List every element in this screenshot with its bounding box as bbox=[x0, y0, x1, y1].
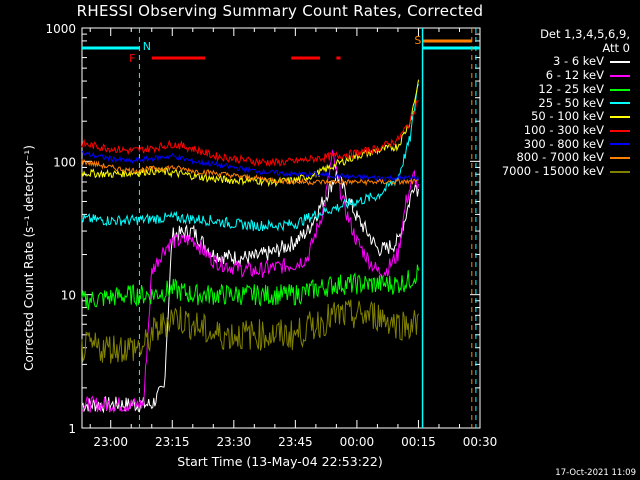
series-line bbox=[81, 148, 419, 414]
y-tick-label: 100 bbox=[53, 155, 76, 169]
series-line bbox=[81, 84, 419, 232]
legend-header-1: Det 1,3,4,5,6,9, bbox=[540, 27, 630, 41]
legend-item: 300 - 800 keV bbox=[502, 136, 630, 152]
legend-item: 12 - 25 keV bbox=[502, 81, 630, 97]
y-tick-label: 10 bbox=[61, 289, 76, 303]
legend-label: 6 - 12 keV bbox=[545, 68, 604, 83]
series-line bbox=[81, 79, 419, 188]
legend-item: 50 - 100 keV bbox=[502, 110, 630, 124]
legend-label: 300 - 800 keV bbox=[523, 136, 604, 151]
flag-s: S bbox=[414, 34, 421, 47]
legend-label: 3 - 6 keV bbox=[553, 54, 604, 69]
flag-n: N bbox=[143, 40, 151, 53]
legend-item: 100 - 300 keV bbox=[502, 122, 630, 138]
plot-frame bbox=[81, 27, 481, 429]
legend-label: 25 - 50 keV bbox=[538, 95, 604, 110]
legend-label: 800 - 7000 keV bbox=[516, 150, 604, 165]
legend-swatch bbox=[610, 61, 630, 64]
legend-swatch bbox=[610, 116, 630, 119]
series-line bbox=[81, 100, 419, 167]
y-axis-label: Corrected Count Rate (s⁻¹ detector⁻¹) bbox=[22, 145, 36, 371]
annotations: NF S bbox=[82, 28, 480, 428]
legend-label: 12 - 25 keV bbox=[538, 81, 604, 96]
legend-label: 50 - 100 keV bbox=[531, 109, 604, 124]
x-tick-label: 00:30 bbox=[463, 435, 498, 449]
legend-header-2: Att 0 bbox=[602, 40, 630, 55]
legend-swatch bbox=[610, 143, 630, 146]
series-line bbox=[81, 158, 419, 187]
legend-item: 25 - 50 keV bbox=[502, 95, 630, 111]
x-tick-label: 23:45 bbox=[278, 435, 313, 449]
legend-swatch bbox=[610, 170, 630, 173]
legend-item: 3 - 6 keV bbox=[502, 55, 630, 69]
legend-item: 800 - 7000 keV bbox=[502, 151, 630, 165]
legend-swatch bbox=[610, 129, 630, 132]
legend-label: 7000 - 15000 keV bbox=[501, 164, 604, 179]
series-line bbox=[81, 170, 419, 414]
x-tick-label: 23:00 bbox=[93, 435, 128, 449]
legend-swatch bbox=[610, 74, 630, 77]
x-tick-label: 00:15 bbox=[401, 435, 436, 449]
chart-title: RHESSI Observing Summary Count Rates, Co… bbox=[76, 2, 484, 20]
legend-swatch bbox=[610, 157, 630, 160]
series-line bbox=[81, 299, 419, 364]
legend-label: 100 - 300 keV bbox=[523, 122, 604, 137]
y-tick-label: 1 bbox=[68, 422, 76, 436]
tick-labels: 23:00 23:15 23:30 23:45 00:00 00:15 00:30 1 10 10… bbox=[45, 22, 497, 449]
footer-date: 17-Oct-2021 11:09 bbox=[555, 468, 636, 478]
x-tick-label: 23:30 bbox=[217, 435, 252, 449]
x-tick-label: 00:00 bbox=[340, 435, 375, 449]
y-tick-label: 1000 bbox=[45, 22, 76, 36]
series-layer bbox=[81, 79, 419, 414]
legend-item: 6 - 12 keV bbox=[502, 68, 630, 83]
legend: Det 1,3,4,5,6,9, Att 0 3 - 6 keV 6 - 12 k… bbox=[501, 27, 630, 179]
legend-item: 7000 - 15000 keV bbox=[501, 164, 630, 179]
legend-swatch bbox=[610, 102, 630, 105]
series-line bbox=[81, 150, 419, 182]
legend-swatch bbox=[610, 88, 630, 91]
series-line bbox=[81, 264, 419, 311]
x-axis-label: Start Time (13-May-04 22:53:22) bbox=[177, 454, 383, 469]
flag-f: F bbox=[129, 52, 135, 65]
x-tick-label: 23:15 bbox=[155, 435, 190, 449]
axis-ticks bbox=[82, 27, 481, 429]
